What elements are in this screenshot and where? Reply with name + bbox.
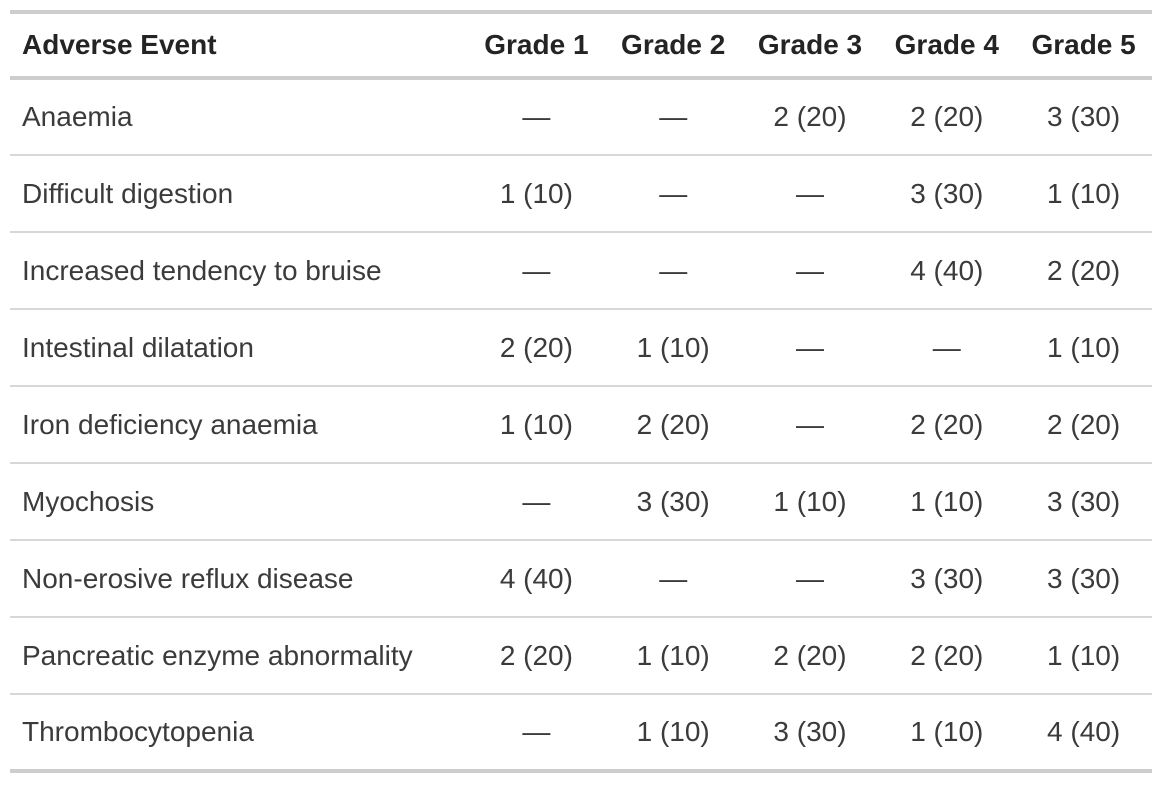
table-row: Intestinal dilatation 2 (20) 1 (10) — —1 (10… bbox=[10, 309, 1152, 387]
adverse-event-cell: Anaemia bbox=[10, 78, 468, 156]
adverse-event-cell: Pancreatic enzyme abnormality bbox=[10, 617, 468, 695]
grade-1-value-cell: 1 (10) bbox=[468, 386, 605, 464]
grade-3-value-cell: 1 (10) bbox=[741, 463, 879, 541]
adverse-event-cell: Thrombocytopenia bbox=[22, 716, 254, 747]
table-row: Myochosis —3 (30) 1 (10) 1 (10) 3 (30) bbox=[10, 463, 1152, 541]
grade-5-value-cell: 3 (30) bbox=[1015, 540, 1152, 618]
grade-4-value-cell: 3 (30) bbox=[878, 540, 1016, 618]
column-header-grade-4: Grade 4 bbox=[878, 12, 1016, 80]
grade-5-value-cell: 3 (30) bbox=[1015, 463, 1152, 541]
grade-5-value-cell: 2 (20) bbox=[1015, 232, 1152, 310]
grade-1-value-cell: 1 (10) bbox=[468, 155, 605, 233]
header-row: Adverse Event Grade 1 Grade 2 Grade 3 Gr… bbox=[10, 12, 1152, 80]
adverse-event-cell: Increased tendency to bruise bbox=[10, 232, 468, 310]
grade-3-value-cell: 3 (30) bbox=[773, 716, 847, 747]
table-row: Non-erosive reflux disease 4 (40) — —3 (30)… bbox=[10, 540, 1152, 618]
grade-1-value-cell: — bbox=[468, 232, 605, 310]
adverse-event-cell: Non-erosive reflux disease bbox=[10, 540, 468, 618]
table-row: Anaemia — —2 (20) 2 (20) 3 (30) bbox=[10, 78, 1152, 156]
grade-4-value-cell: 4 (40) bbox=[878, 232, 1016, 310]
grade-1-value-cell: 2 (20) bbox=[468, 309, 605, 387]
adverse-events-table: Adverse Event Grade 1 Grade 2 Grade 3 Gr… bbox=[10, 10, 1152, 773]
grade-2-value-cell: 1 (10) bbox=[604, 309, 742, 387]
grade-3-value-cell: — bbox=[741, 386, 879, 464]
grade-1-value-cell: — bbox=[522, 716, 551, 747]
grade-4-value-cell: — bbox=[878, 309, 1016, 387]
grade-3-value-cell: — bbox=[741, 309, 879, 387]
grade-5-value-cell: 1 (10) bbox=[1015, 309, 1152, 387]
grade-4-value-cell: 2 (20) bbox=[878, 617, 1016, 695]
grade-5-value-cell: 1 (10) bbox=[1015, 155, 1152, 233]
grade-1-value-cell: — bbox=[468, 463, 605, 541]
column-header-grade-2: Grade 2 bbox=[604, 12, 742, 80]
grade-4-value-cell: 3 (30) bbox=[878, 155, 1016, 233]
table-row: Iron deficiency anaemia 1 (10) 2 (20) —2 (2… bbox=[10, 386, 1152, 464]
table-row: Thrombocytopenia — 1 (10) 3 (30) 1 (10) 4 (40… bbox=[10, 694, 1152, 771]
grade-1-value-cell: 2 (20) bbox=[468, 617, 605, 695]
grade-4-value-cell: 1 (10) bbox=[910, 716, 984, 747]
column-header-grade-1: Grade 1 bbox=[468, 12, 605, 80]
grade-3-value-cell: 2 (20) bbox=[741, 78, 879, 156]
table-row: Increased tendency to bruise — — —4 (40) 2 (… bbox=[10, 232, 1152, 310]
adverse-event-cell: Intestinal dilatation bbox=[10, 309, 468, 387]
grade-5-value-cell: 4 (40) bbox=[1047, 716, 1121, 747]
grade-2-value-cell: — bbox=[604, 232, 742, 310]
grade-5-value-cell: 1 (10) bbox=[1015, 617, 1152, 695]
grade-4-value-cell: 2 (20) bbox=[878, 386, 1016, 464]
grade-5-value-cell: 2 (20) bbox=[1015, 386, 1152, 464]
column-header-grade-3: Grade 3 bbox=[741, 12, 879, 80]
table-row: Pancreatic enzyme abnormality 2 (20) 1 (10… bbox=[10, 617, 1152, 695]
adverse-event-cell: Myochosis bbox=[10, 463, 468, 541]
grade-3-value-cell: — bbox=[741, 155, 879, 233]
column-header-grade-5: Grade 5 bbox=[1015, 12, 1152, 80]
grade-3-value-cell: — bbox=[741, 232, 879, 310]
grade-2-value-cell: — bbox=[604, 155, 742, 233]
grade-2-value-cell: 2 (20) bbox=[604, 386, 742, 464]
column-header-adverse-event: Adverse Event bbox=[10, 12, 468, 80]
table-row: Difficult digestion 1 (10) — —3 (30) 1 (10) bbox=[10, 155, 1152, 233]
grade-2-value-cell: — bbox=[604, 78, 742, 156]
grade-5-value-cell: 3 (30) bbox=[1015, 78, 1152, 156]
grade-3-value-cell: 2 (20) bbox=[741, 617, 879, 695]
grade-4-value-cell: 1 (10) bbox=[878, 463, 1016, 541]
grade-2-value-cell: — bbox=[604, 540, 742, 618]
grade-2-value-cell: 1 (10) bbox=[636, 716, 710, 747]
grade-2-value-cell: 1 (10) bbox=[604, 617, 742, 695]
grade-1-value-cell: 4 (40) bbox=[468, 540, 605, 618]
grade-3-value-cell: — bbox=[741, 540, 879, 618]
grade-4-value-cell: 2 (20) bbox=[878, 78, 1016, 156]
grade-1-value-cell: — bbox=[468, 78, 605, 156]
grade-2-value-cell: 3 (30) bbox=[604, 463, 742, 541]
adverse-event-cell: Iron deficiency anaemia bbox=[10, 386, 468, 464]
adverse-event-cell: Difficult digestion bbox=[10, 155, 468, 233]
